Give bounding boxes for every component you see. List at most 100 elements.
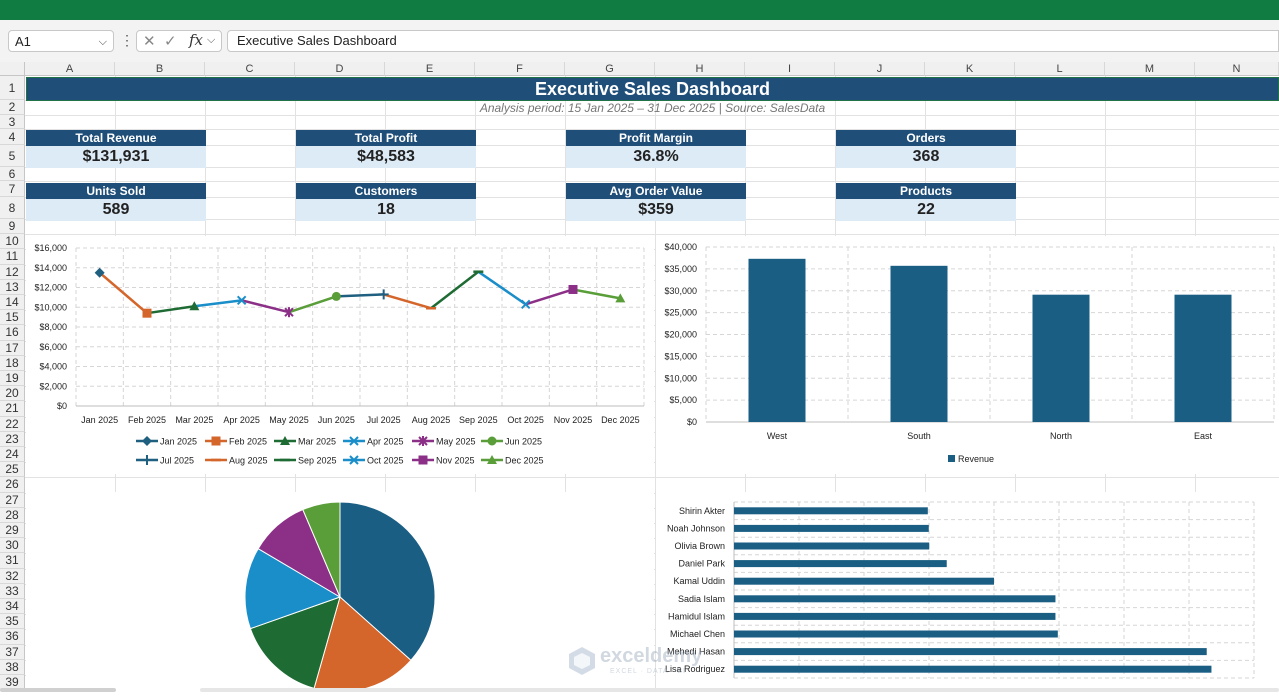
column-header-c[interactable]: C (205, 62, 295, 76)
formula-controls: ✕ ✓ fx ⌵ (136, 30, 222, 52)
column-header-m[interactable]: M (1105, 62, 1195, 76)
row-header-15[interactable]: 15 (0, 310, 25, 326)
x-tick-label: Aug 2025 (412, 415, 451, 425)
column-header-n[interactable]: N (1195, 62, 1279, 76)
row-header-25[interactable]: 25 (0, 462, 25, 478)
row-header-10[interactable]: 10 (0, 234, 25, 250)
monthly-revenue-line-chart[interactable]: $0 $2,000 $4,000 $6,000 $8,000 $10,000 $12,000… (26, 236, 654, 474)
legend-label: Dec 2025 (505, 456, 544, 466)
row-header-18[interactable]: 18 (0, 355, 25, 371)
row-header-9[interactable]: 9 (0, 219, 25, 235)
row-header-16[interactable]: 16 (0, 325, 25, 341)
x-tick-label: Jun 2025 (318, 415, 355, 425)
gridline-horizontal (25, 129, 1279, 130)
horizontal-scrollbar[interactable] (200, 688, 1279, 692)
data-point (94, 267, 105, 278)
y-tick-label: $4,000 (39, 362, 67, 372)
insert-function-icon[interactable]: fx (189, 31, 204, 49)
y-tick-label: $10,000 (34, 302, 67, 312)
bar (734, 577, 994, 585)
check-icon[interactable]: ✓ (164, 33, 177, 50)
row-header-1[interactable]: 1 (0, 76, 25, 100)
more-options-icon[interactable]: ⋮ (120, 32, 134, 48)
row-header-35[interactable]: 35 (0, 614, 25, 630)
formula-input[interactable]: Executive Sales Dashboard (227, 30, 1279, 52)
row-header-13[interactable]: 13 (0, 279, 25, 295)
y-tick-label: Olivia Brown (674, 541, 725, 551)
column-header-i[interactable]: I (745, 62, 835, 76)
row-header-3[interactable]: 3 (0, 115, 25, 129)
row-header-14[interactable]: 14 (0, 295, 25, 311)
row-header-22[interactable]: 22 (0, 416, 25, 432)
row-header-26[interactable]: 26 (0, 477, 25, 493)
column-header-k[interactable]: K (925, 62, 1015, 76)
bar (734, 524, 929, 532)
x-tick-label: West (767, 431, 788, 441)
row-header-33[interactable]: 33 (0, 583, 25, 599)
bar (734, 612, 1056, 620)
column-header-j[interactable]: J (835, 62, 925, 76)
column-header-d[interactable]: D (295, 62, 385, 76)
legend-marker (418, 436, 428, 446)
dashboard-title[interactable]: Executive Sales Dashboard (26, 77, 1279, 101)
legend-label: Oct 2025 (367, 456, 404, 466)
bar (734, 665, 1212, 673)
row-header-36[interactable]: 36 (0, 629, 25, 645)
row-header-6[interactable]: 6 (0, 167, 25, 181)
column-header-l[interactable]: L (1015, 62, 1105, 76)
legend-label: Jul 2025 (160, 456, 194, 466)
row-header-29[interactable]: 29 (0, 523, 25, 539)
pie-slice (249, 596, 341, 690)
y-tick-label: $25,000 (664, 308, 697, 318)
row-header-39[interactable]: 39 (0, 675, 25, 691)
row-header-38[interactable]: 38 (0, 659, 25, 675)
row-header-21[interactable]: 21 (0, 401, 25, 417)
chevron-down-icon[interactable]: ⌵ (207, 34, 216, 46)
row-header-30[interactable]: 30 (0, 538, 25, 554)
row-header-2[interactable]: 2 (0, 100, 25, 115)
row-header-17[interactable]: 17 (0, 340, 25, 356)
y-tick-label: Lisa Rodriguez (665, 664, 726, 674)
row-header-28[interactable]: 28 (0, 507, 25, 523)
row-header-7[interactable]: 7 (0, 181, 25, 197)
y-tick-label: $35,000 (664, 264, 697, 274)
customer-bar-chart[interactable]: Shirin Akter Noah Johnson Olivia Brown Dani… (656, 492, 1279, 692)
row-header-5[interactable]: 5 (0, 145, 25, 167)
row-header-4[interactable]: 4 (0, 129, 25, 145)
column-header-g[interactable]: G (565, 62, 655, 76)
legend-marker (487, 455, 497, 464)
legend-label: Revenue (958, 454, 994, 464)
row-header-34[interactable]: 34 (0, 599, 25, 615)
line-segment (98, 271, 148, 315)
row-header-27[interactable]: 27 (0, 492, 25, 508)
row-header-8[interactable]: 8 (0, 197, 25, 219)
line-segment (477, 270, 527, 306)
legend-label: Feb 2025 (229, 437, 267, 447)
row-header-20[interactable]: 20 (0, 386, 25, 402)
sheet-tab-scroll[interactable] (0, 688, 116, 692)
column-header-f[interactable]: F (475, 62, 565, 76)
row-header-24[interactable]: 24 (0, 447, 25, 463)
row-header-37[interactable]: 37 (0, 644, 25, 660)
cancel-icon[interactable]: ✕ (143, 33, 156, 50)
legend-marker (142, 436, 152, 446)
column-header-a[interactable]: A (25, 62, 115, 76)
row-header-32[interactable]: 32 (0, 568, 25, 584)
column-header-h[interactable]: H (655, 62, 745, 76)
column-header-b[interactable]: B (115, 62, 205, 76)
name-box[interactable]: A1 ⌵ (8, 30, 114, 52)
data-point (236, 295, 247, 306)
row-header-31[interactable]: 31 (0, 553, 25, 569)
row-header-11[interactable]: 11 (0, 249, 25, 265)
row-header-12[interactable]: 12 (0, 264, 25, 280)
kpi-value: $131,931 (26, 146, 206, 168)
region-revenue-column-chart[interactable]: $0 $5,000 $10,000 $15,000 $20,000 $25,000 $30,… (656, 236, 1279, 474)
row-header-19[interactable]: 19 (0, 371, 25, 387)
gridline-horizontal (25, 181, 1279, 182)
column-header-e[interactable]: E (385, 62, 475, 76)
select-all-corner[interactable] (0, 62, 25, 76)
dashboard-subtitle: Analysis period: 15 Jan 2025 – 31 Dec 20… (479, 101, 826, 115)
row-header-23[interactable]: 23 (0, 431, 25, 447)
category-pie-chart[interactable] (26, 492, 654, 693)
chevron-down-icon[interactable]: ⌵ (98, 36, 107, 48)
